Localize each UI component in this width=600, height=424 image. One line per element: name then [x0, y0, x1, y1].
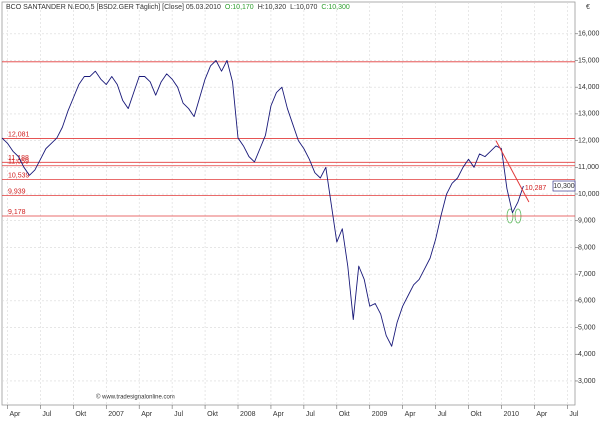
level-label: 12,081 — [8, 131, 30, 138]
x-tick-label: Apr — [536, 411, 548, 418]
currency: € — [586, 4, 590, 11]
price-tag-label: 10,300 — [553, 183, 575, 190]
x-tick-label: 2007 — [108, 411, 124, 418]
y-tick-label: 12,000 — [578, 137, 600, 144]
y-tick-label: 5,000 — [578, 324, 596, 331]
x-tick-label: Okt — [75, 411, 86, 418]
x-tick-label: Okt — [339, 411, 350, 418]
y-tick-label: 16,000 — [578, 31, 600, 38]
y-tick-label: 3,000 — [578, 378, 596, 385]
x-tick-label: 2008 — [240, 411, 256, 418]
y-tick-label: 13,000 — [578, 111, 600, 118]
level-label: 9,939 — [8, 188, 26, 195]
ohlc-value: L:10,070 — [290, 4, 317, 11]
level-label: 9,178 — [8, 209, 26, 216]
y-tick-label: 14,000 — [578, 84, 600, 91]
x-tick-label: 2010 — [503, 411, 519, 418]
y-tick-label: 11,000 — [578, 164, 599, 171]
y-tick-label: 7,000 — [578, 271, 596, 278]
x-tick-label: Apr — [273, 411, 285, 418]
level-label: 11,188 — [8, 155, 29, 162]
ohlc-value: C:10,300 — [321, 4, 350, 11]
price-line — [1, 60, 524, 347]
x-tick-label: Apr — [141, 411, 153, 418]
x-tick-label: Jul — [42, 411, 51, 418]
trendline — [495, 140, 530, 203]
y-tick-label: 4,000 — [578, 351, 596, 358]
x-tick-label: Jul — [174, 411, 183, 418]
y-tick-label: 6,000 — [578, 298, 596, 305]
x-tick-label: Jul — [569, 411, 578, 418]
x-tick-label: Okt — [471, 411, 482, 418]
x-tick-label: Okt — [207, 411, 218, 418]
x-tick-label: Apr — [405, 411, 417, 418]
level-label: 11,059 — [8, 159, 29, 166]
trendline-label: 10,287 — [525, 185, 547, 192]
x-tick-label: Jul — [438, 411, 447, 418]
plot-frame — [1, 1, 576, 406]
y-tick-label: 8,000 — [578, 244, 596, 251]
price-tag — [552, 180, 576, 192]
level-label: 10,539 — [8, 172, 30, 179]
x-tick-label: Jul — [306, 411, 315, 418]
y-tick-label: 9,000 — [578, 218, 596, 225]
chart-title: BCO SANTANDER N.EO0,5 [BSD2.GER Täglich]… — [6, 4, 221, 11]
watermark: © www.tradesignalonline.com — [96, 394, 175, 401]
y-tick-label: 10,000 — [578, 191, 600, 198]
ohlc-value: H:10,320 — [258, 4, 287, 11]
x-tick-label: Apr — [9, 411, 21, 418]
ohlc-value: O:10,170 — [225, 4, 254, 11]
x-tick-label: 2009 — [372, 411, 388, 418]
y-tick-label: 15,000 — [578, 57, 600, 64]
